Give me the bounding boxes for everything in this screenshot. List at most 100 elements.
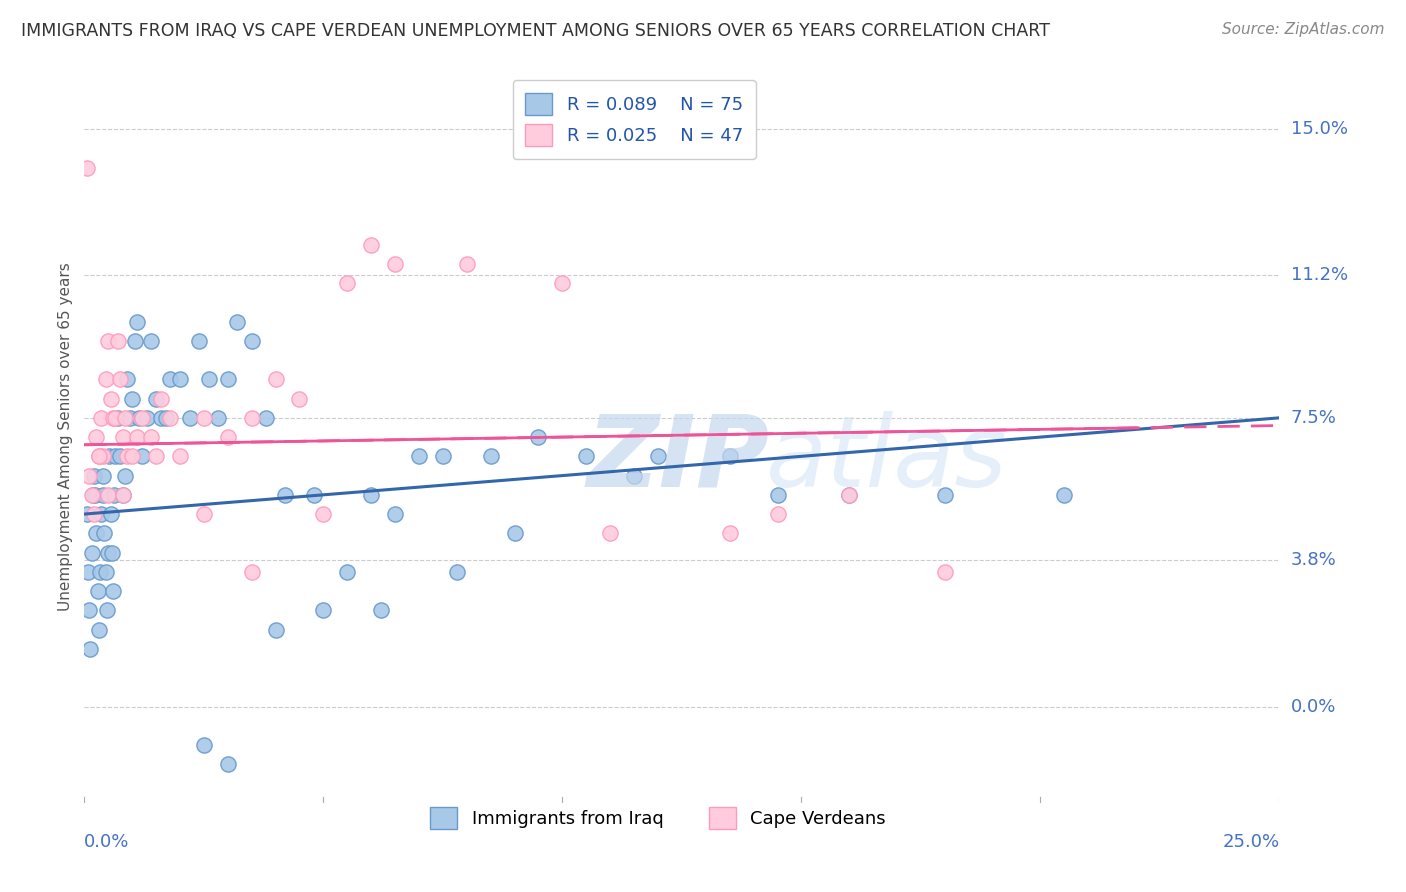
Point xyxy=(169,450,191,464)
Point xyxy=(125,315,148,329)
Point xyxy=(80,545,103,559)
Y-axis label: Unemployment Among Seniors over 65 years: Unemployment Among Seniors over 65 years xyxy=(58,263,73,611)
Point xyxy=(240,565,263,579)
Point xyxy=(193,410,215,425)
Point xyxy=(118,410,141,425)
Text: 11.2%: 11.2% xyxy=(1291,267,1348,285)
Point xyxy=(718,450,741,464)
Point xyxy=(97,488,120,502)
Point xyxy=(104,410,127,425)
Point xyxy=(90,507,112,521)
Point xyxy=(336,276,359,290)
Point xyxy=(131,450,153,464)
Point xyxy=(838,488,860,502)
Point xyxy=(503,526,526,541)
Point xyxy=(141,430,163,444)
Point xyxy=(110,372,132,386)
Point xyxy=(226,315,249,329)
Point xyxy=(312,507,335,521)
Point xyxy=(188,334,211,348)
Point xyxy=(288,392,311,406)
Point xyxy=(111,488,134,502)
Point xyxy=(87,584,110,599)
Text: IMMIGRANTS FROM IRAQ VS CAPE VERDEAN UNEMPLOYMENT AMONG SENIORS OVER 65 YEARS CO: IMMIGRANTS FROM IRAQ VS CAPE VERDEAN UNE… xyxy=(21,22,1050,40)
Point xyxy=(274,488,297,502)
Point xyxy=(93,526,115,541)
Point xyxy=(100,507,122,521)
Point xyxy=(77,468,100,483)
Point xyxy=(302,488,325,502)
Text: Source: ZipAtlas.com: Source: ZipAtlas.com xyxy=(1222,22,1385,37)
Point xyxy=(766,488,789,502)
Point xyxy=(111,488,134,502)
Point xyxy=(159,410,181,425)
Point xyxy=(104,450,127,464)
Point xyxy=(370,603,392,617)
Point xyxy=(80,488,103,502)
Point xyxy=(83,507,105,521)
Point xyxy=(159,372,181,386)
Point xyxy=(155,410,177,425)
Point xyxy=(264,623,287,637)
Point xyxy=(100,392,122,406)
Point xyxy=(197,372,219,386)
Point xyxy=(77,565,100,579)
Point xyxy=(623,468,645,483)
Point xyxy=(76,161,98,175)
Point xyxy=(193,507,215,521)
Point xyxy=(117,372,139,386)
Text: 0.0%: 0.0% xyxy=(84,833,129,851)
Point xyxy=(207,410,229,425)
Point xyxy=(312,603,335,617)
Point xyxy=(114,410,136,425)
Point xyxy=(336,565,359,579)
Point xyxy=(408,450,430,464)
Point xyxy=(107,410,129,425)
Text: 25.0%: 25.0% xyxy=(1222,833,1279,851)
Point xyxy=(86,430,108,444)
Text: atlas: atlas xyxy=(766,410,1007,508)
Point xyxy=(446,565,468,579)
Point xyxy=(111,430,134,444)
Point xyxy=(87,623,110,637)
Point xyxy=(124,334,146,348)
Point xyxy=(121,450,143,464)
Text: 7.5%: 7.5% xyxy=(1291,409,1337,427)
Point xyxy=(179,410,201,425)
Point xyxy=(527,430,550,444)
Point xyxy=(97,545,120,559)
Point xyxy=(145,450,167,464)
Point xyxy=(91,488,114,502)
Point xyxy=(128,410,150,425)
Point xyxy=(86,526,108,541)
Point xyxy=(93,468,115,483)
Point xyxy=(79,641,101,656)
Point xyxy=(125,430,148,444)
Point xyxy=(94,565,117,579)
Point xyxy=(432,450,454,464)
Point xyxy=(107,334,129,348)
Point xyxy=(77,603,100,617)
Point xyxy=(87,450,110,464)
Point xyxy=(101,584,124,599)
Point xyxy=(141,334,163,348)
Point xyxy=(76,507,98,521)
Legend: Immigrants from Iraq, Cape Verdeans: Immigrants from Iraq, Cape Verdeans xyxy=(422,797,894,838)
Point xyxy=(766,507,789,521)
Point xyxy=(82,488,104,502)
Point xyxy=(360,488,382,502)
Point xyxy=(98,450,121,464)
Point xyxy=(90,410,112,425)
Point xyxy=(103,488,125,502)
Point xyxy=(384,507,406,521)
Point xyxy=(121,392,143,406)
Point xyxy=(110,450,132,464)
Point xyxy=(117,450,139,464)
Point xyxy=(96,603,118,617)
Point xyxy=(240,334,263,348)
Point xyxy=(131,410,153,425)
Point xyxy=(647,450,669,464)
Text: 3.8%: 3.8% xyxy=(1291,551,1336,569)
Point xyxy=(145,392,167,406)
Point xyxy=(83,488,105,502)
